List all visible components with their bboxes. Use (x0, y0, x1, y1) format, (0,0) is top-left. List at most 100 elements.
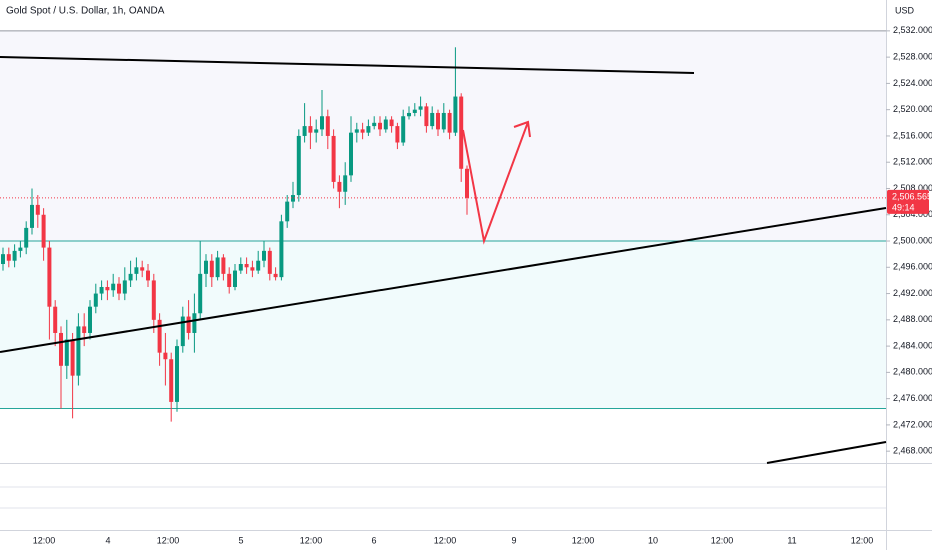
candle-body (76, 326, 81, 376)
candle-body (238, 264, 243, 271)
candle-body (140, 267, 145, 271)
zone (0, 241, 886, 409)
candle-body (325, 116, 330, 136)
candle-body (395, 126, 400, 143)
candle-body (308, 126, 313, 133)
candle-body (30, 204, 34, 228)
candle-body (296, 135, 301, 196)
candle-body (285, 201, 290, 222)
candle-body (436, 112, 440, 130)
candle-body (180, 316, 185, 347)
currency-label: USD (895, 5, 915, 15)
candle-body (337, 181, 342, 192)
x-tick-label: 10 (648, 535, 658, 545)
candle-body (88, 306, 92, 333)
candle-body (35, 204, 40, 215)
candle-body (59, 332, 63, 366)
candle-body (134, 267, 139, 274)
candle-body (250, 267, 255, 271)
candle-body (186, 316, 191, 333)
candle-body (169, 359, 174, 402)
candle-body (105, 286, 110, 291)
candle-body (221, 257, 226, 274)
candle-body (441, 112, 446, 130)
candle-body (291, 195, 295, 202)
y-tick-label: 2,520.000 (893, 104, 932, 114)
candle-body (273, 273, 278, 278)
y-tick-label: 2,524.000 (893, 78, 932, 88)
x-tick-label: 12:00 (851, 535, 874, 545)
candle-body (1, 254, 5, 265)
y-tick-label: 2,508.000 (893, 183, 932, 193)
candle-body (430, 112, 435, 127)
candle-body (267, 250, 272, 274)
last-price-box (887, 189, 929, 214)
candle-body (418, 106, 423, 110)
candle-body (407, 112, 411, 117)
x-tick-label: 12:00 (300, 535, 323, 545)
countdown: 49:14 (892, 202, 915, 212)
candle-body (412, 109, 417, 113)
candle-body (47, 247, 52, 307)
candle-body (6, 254, 11, 261)
candle-body (389, 119, 394, 127)
y-tick-label: 2,532.000 (893, 25, 932, 35)
candle-body (331, 135, 336, 182)
candle-body (24, 227, 29, 248)
candle-body (204, 260, 208, 274)
candle-body (198, 273, 203, 314)
x-tick-label: 12:00 (711, 535, 734, 545)
candle-body (70, 339, 75, 376)
candle-body (233, 270, 237, 287)
candle-body (93, 293, 98, 307)
candle-body (372, 122, 377, 127)
x-tick-label: 4 (105, 535, 110, 545)
last-price-label: 2,506.565 (892, 191, 932, 201)
drawings (0, 56, 887, 464)
candle-body (157, 319, 162, 353)
candle-body (262, 250, 266, 261)
candle-body (256, 260, 261, 271)
candle-body (209, 260, 214, 278)
y-tick-label: 2,500.000 (893, 235, 932, 245)
candle-body (227, 273, 232, 287)
candle-body (383, 119, 388, 130)
arrow-head (513, 120, 531, 138)
candle-body (117, 283, 121, 294)
y-tick-label: 2,512.000 (893, 157, 932, 167)
x-tick-label: 9 (511, 535, 516, 545)
candle-body (146, 270, 150, 281)
x-tick-label: 12:00 (572, 535, 595, 545)
x-tick-label: 12:00 (33, 535, 56, 545)
x-tick-label: 5 (238, 535, 243, 545)
candle-body (360, 129, 365, 133)
y-tick-label: 2,480.000 (893, 367, 932, 377)
candle-body (163, 352, 168, 360)
candle-body (215, 257, 220, 278)
candle-body (354, 129, 359, 133)
candle-body (111, 283, 116, 291)
y-tick-label: 2,472.000 (893, 419, 932, 429)
y-tick-label: 2,528.000 (893, 52, 932, 62)
chart-title: Gold Spot / U.S. Dollar, 1h, OANDA (6, 6, 165, 17)
candle-body (151, 280, 156, 320)
candle-body (343, 175, 348, 192)
y-tick-label: 2,504.000 (893, 209, 932, 219)
projection-arrow (462, 121, 529, 245)
candle-body (41, 214, 46, 248)
zone (0, 30, 886, 242)
trend-line (0, 207, 887, 353)
candle-body (175, 346, 179, 402)
y-tick-label: 2,468.000 (893, 446, 932, 456)
candle-body (401, 116, 406, 143)
candle-body (128, 273, 133, 281)
lower-pane (0, 463, 886, 530)
y-tick-label: 2,484.000 (893, 340, 932, 350)
x-tick-label: 11 (787, 535, 796, 545)
y-tick-label: 2,488.000 (893, 314, 932, 324)
candle-body (366, 126, 371, 133)
candle-body (465, 168, 469, 198)
candle-body (302, 126, 307, 136)
candle-body (447, 112, 452, 133)
